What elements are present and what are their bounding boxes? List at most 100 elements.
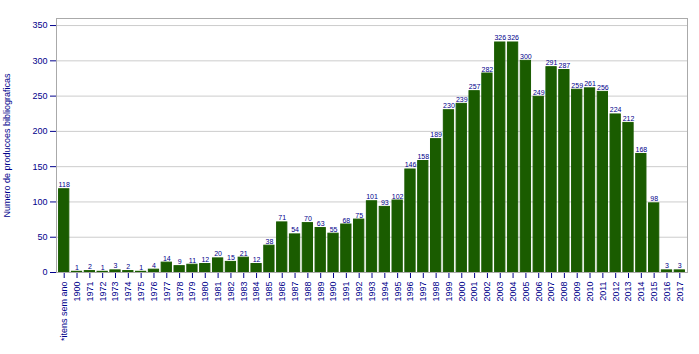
svg-text:4: 4: [152, 262, 156, 269]
svg-text:15: 15: [227, 254, 235, 261]
svg-text:100: 100: [32, 197, 47, 207]
svg-text:1996: 1996: [405, 282, 415, 302]
svg-text:2002: 2002: [482, 282, 492, 302]
svg-text:93: 93: [381, 199, 389, 206]
svg-text:75: 75: [355, 212, 363, 219]
svg-text:1987: 1987: [290, 282, 300, 302]
svg-text:1973: 1973: [110, 282, 120, 302]
svg-text:12: 12: [253, 256, 261, 263]
svg-text:168: 168: [635, 146, 647, 153]
svg-text:1986: 1986: [277, 282, 287, 302]
svg-text:63: 63: [317, 220, 325, 227]
svg-text:1994: 1994: [380, 282, 390, 302]
svg-text:2: 2: [88, 263, 92, 270]
svg-text:50: 50: [37, 232, 47, 242]
svg-text:3: 3: [665, 262, 669, 269]
svg-text:2014: 2014: [636, 282, 646, 302]
svg-text:2005: 2005: [521, 282, 531, 302]
svg-text:158: 158: [417, 153, 429, 160]
svg-text:2015: 2015: [649, 282, 659, 302]
svg-text:Numero de producoes bibliograf: Numero de producoes bibliograficas: [2, 73, 12, 218]
svg-text:102: 102: [392, 193, 404, 200]
svg-text:1993: 1993: [367, 282, 377, 302]
svg-text:1982: 1982: [226, 282, 236, 302]
svg-text:3: 3: [678, 262, 682, 269]
svg-text:1: 1: [75, 264, 79, 271]
svg-text:1980: 1980: [200, 282, 210, 302]
svg-text:200: 200: [32, 126, 47, 136]
svg-text:300: 300: [32, 56, 47, 66]
svg-text:14: 14: [163, 255, 171, 262]
svg-text:1977: 1977: [162, 282, 172, 302]
svg-text:2008: 2008: [559, 282, 569, 302]
svg-text:1972: 1972: [98, 282, 108, 302]
svg-text:1974: 1974: [123, 282, 133, 302]
svg-text:291: 291: [546, 59, 558, 66]
svg-text:1975: 1975: [136, 282, 146, 302]
svg-text:224: 224: [610, 106, 622, 113]
svg-text:1995: 1995: [393, 282, 403, 302]
svg-text:189: 189: [430, 131, 442, 138]
svg-text:68: 68: [342, 217, 350, 224]
svg-text:250: 250: [32, 91, 47, 101]
svg-text:282: 282: [482, 66, 494, 73]
svg-text:2004: 2004: [508, 282, 518, 302]
svg-text:2009: 2009: [572, 282, 582, 302]
svg-text:326: 326: [507, 34, 519, 41]
svg-text:98: 98: [650, 195, 658, 202]
svg-text:11: 11: [189, 257, 196, 264]
svg-text:2007: 2007: [546, 282, 556, 302]
svg-text:2001: 2001: [469, 282, 479, 302]
svg-text:249: 249: [533, 89, 545, 96]
svg-text:0: 0: [42, 267, 47, 277]
svg-text:261: 261: [584, 80, 596, 87]
svg-text:2: 2: [126, 263, 130, 270]
svg-text:12: 12: [201, 256, 209, 263]
svg-text:2017: 2017: [675, 282, 685, 302]
svg-text:239: 239: [456, 96, 468, 103]
svg-text:55: 55: [330, 226, 338, 233]
svg-text:257: 257: [469, 83, 481, 90]
svg-text:71: 71: [278, 214, 286, 221]
svg-text:259: 259: [571, 82, 583, 89]
svg-text:2003: 2003: [495, 282, 505, 302]
svg-text:2000: 2000: [457, 282, 467, 302]
svg-text:1981: 1981: [213, 282, 223, 302]
svg-text:2016: 2016: [662, 282, 672, 302]
svg-text:*itens sem ano: *itens sem ano: [59, 282, 69, 342]
svg-text:350: 350: [32, 20, 47, 30]
svg-text:118: 118: [59, 181, 70, 188]
svg-text:21: 21: [240, 250, 248, 257]
svg-text:1990: 1990: [328, 282, 338, 302]
svg-text:1989: 1989: [316, 282, 326, 302]
svg-text:2013: 2013: [623, 282, 633, 302]
svg-text:3: 3: [114, 262, 118, 269]
svg-text:20: 20: [214, 250, 222, 257]
svg-text:1992: 1992: [354, 282, 364, 302]
svg-text:150: 150: [32, 162, 47, 172]
svg-text:1998: 1998: [431, 282, 441, 302]
svg-text:1983: 1983: [239, 282, 249, 302]
svg-text:9: 9: [178, 258, 182, 265]
svg-text:38: 38: [265, 238, 273, 245]
svg-text:1997: 1997: [418, 282, 428, 302]
svg-text:1984: 1984: [251, 282, 261, 302]
svg-text:1: 1: [101, 264, 105, 271]
svg-text:1: 1: [139, 264, 143, 271]
svg-text:1976: 1976: [149, 282, 159, 302]
svg-text:2006: 2006: [534, 282, 544, 302]
svg-text:2011: 2011: [598, 282, 608, 301]
svg-text:256: 256: [597, 84, 609, 91]
svg-text:101: 101: [366, 193, 378, 200]
svg-text:1991: 1991: [341, 282, 351, 302]
svg-text:1978: 1978: [175, 282, 185, 302]
svg-text:1979: 1979: [187, 282, 197, 302]
svg-text:2012: 2012: [611, 282, 621, 302]
svg-text:300: 300: [520, 53, 532, 60]
svg-text:1988: 1988: [303, 282, 313, 302]
svg-text:54: 54: [291, 226, 299, 233]
svg-text:2010: 2010: [585, 282, 595, 302]
svg-text:1985: 1985: [264, 282, 274, 302]
svg-text:230: 230: [443, 102, 455, 109]
svg-text:326: 326: [494, 34, 506, 41]
